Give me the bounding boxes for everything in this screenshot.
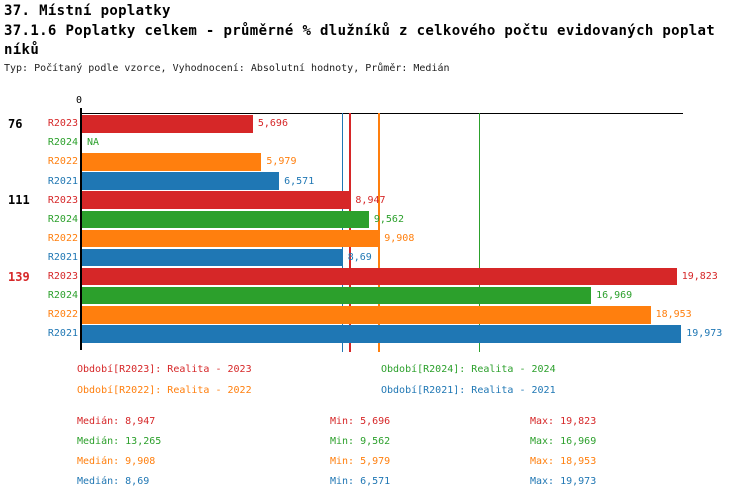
stat-max-r2021: Max: 19,973 [530,476,597,487]
stat-min-r2021: Min: 6,571 [330,476,391,487]
bar-value-label-76-R2024: NA [87,137,100,149]
indicator-meta: Typ: Počítaný podle vzorce, Vyhodnocení:… [4,63,450,74]
series-label-76-R2022: R2022 [47,156,78,168]
legend-item-r2024: Období[R2024]: Realita - 2024 [381,364,556,375]
bar-76-R2022 [82,153,262,171]
bar-76-R2023 [82,115,253,133]
stat-median-r2021: Medián: 8,69 [77,476,150,487]
stat-min-r2024: Min: 9,562 [330,436,391,447]
bar-139-R2024 [82,286,592,305]
stat-max-r2024: Max: 16,969 [530,436,597,447]
stat-min-r2023: Min: 5,696 [330,416,391,427]
legend-item-r2021: Období[R2021]: Realita - 2021 [381,385,556,396]
bar-value-label-139-R2024: 16,969 [596,290,633,302]
series-label-76-R2024: R2024 [47,137,78,149]
x-axis-line [80,113,683,114]
bar-value-label-111-R2022: 9,908 [384,232,415,244]
bar-value-label-76-R2022: 5,979 [266,156,297,168]
bar-value-label-76-R2023: 5,696 [257,118,288,130]
series-label-139-R2022: R2022 [47,309,78,321]
x-axis-zero-label: 0 [76,95,83,106]
legend-item-r2022: Období[R2022]: Realita - 2022 [77,385,252,396]
bar-111-R2022 [82,229,380,248]
bar-111-R2021 [82,248,343,267]
group-label-76: 76 [8,117,23,131]
group-label-111: 111 [8,193,30,208]
page-title: 37. Místní poplatky [4,3,171,19]
median-line-R2024 [478,113,481,352]
stat-median-r2022: Medián: 9,908 [77,456,156,467]
series-label-111-R2023: R2023 [47,194,78,206]
bar-chart: 0 76 R2023 5,696 R2024 NA R2022 5,979 R2021 6,57… [8,95,723,352]
series-label-139-R2023: R2023 [47,271,78,282]
group-label-139: 139 [8,269,30,284]
bar-value-label-139-R2022: 18,953 [655,309,692,321]
series-label-139-R2024: R2024 [47,290,78,302]
bar-value-label-111-R2024: 9,562 [373,213,404,225]
series-label-76-R2021: R2021 [47,175,78,187]
y-axis-line [80,108,82,350]
series-label-76-R2023: R2023 [47,118,78,130]
bar-76-R2021 [82,172,280,190]
stat-max-r2022: Max: 18,953 [530,456,597,467]
bar-value-label-139-R2021: 19,973 [686,328,723,340]
series-label-111-R2024: R2024 [47,213,78,225]
stat-min-r2022: Min: 5,979 [330,456,391,467]
indicator-title: 37.1.6 Poplatky celkem - průměrné % dluž… [4,23,716,39]
series-label-111-R2022: R2022 [47,232,78,244]
bar-139-R2021 [82,325,682,343]
series-label-111-R2021: R2021 [47,251,78,263]
bar-value-label-139-R2023: 19,823 [681,271,718,282]
bar-111-R2023 [82,191,351,209]
bar-139-R2023 [82,267,677,286]
bar-value-label-111-R2021: 8,69 [347,251,372,263]
bar-139-R2022 [82,306,651,324]
stat-max-r2023: Max: 19,823 [530,416,597,427]
bar-111-R2024 [82,210,369,228]
series-label-139-R2021: R2021 [47,328,78,340]
stat-median-r2023: Medián: 8,947 [77,416,156,427]
stat-median-r2024: Medián: 13,265 [77,436,162,447]
legend-item-r2023: Období[R2023]: Realita - 2023 [77,364,252,375]
bar-value-label-111-R2023: 8,947 [355,194,386,206]
indicator-title-wrap: níků [4,42,40,58]
bar-value-label-76-R2021: 6,571 [284,175,315,187]
